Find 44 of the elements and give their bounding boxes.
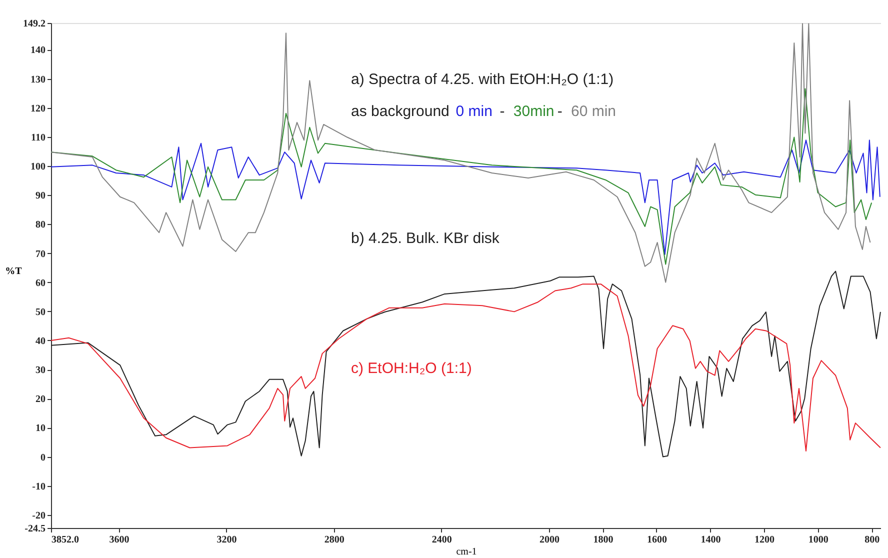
x-tick-label: 1800	[593, 534, 614, 546]
series-label: c) EtOH:H₂O (1:1)	[351, 360, 472, 377]
y-tick-label: 90	[36, 190, 46, 202]
y-tick-label: -10	[32, 481, 46, 492]
x-tick-label: 2400	[432, 534, 452, 546]
line-series	[50, 23, 871, 283]
x-tick-label: 1000	[808, 534, 828, 546]
x-tick-label: 3200	[216, 534, 237, 546]
text: 0 min	[456, 103, 492, 120]
y-tick-label: 20	[36, 394, 46, 406]
y-tick-label: 80	[36, 220, 46, 231]
text: b) 4.25. Bulk. KBr disk	[351, 230, 500, 247]
annotation: as background	[351, 103, 450, 120]
y-tick-label: 130	[30, 74, 46, 86]
y-tick-label: 100	[30, 162, 46, 173]
x-tick-label: 2800	[324, 534, 344, 546]
annotation: -	[500, 103, 505, 120]
annotation: -	[557, 103, 562, 120]
y-tick-label: 70	[36, 248, 46, 260]
x-tick-label: 1200	[754, 534, 775, 546]
x-tick-label: 800	[864, 534, 880, 546]
text: 30min	[513, 103, 554, 120]
x-tick-label: 3600	[109, 534, 130, 546]
y-tick-label: 40	[36, 336, 46, 347]
y-axis-title: %T	[5, 266, 22, 277]
x-tick-label: 1600	[646, 534, 667, 546]
x-tick-label: 1400	[700, 534, 721, 546]
y-tick-label: 149.2	[23, 18, 46, 30]
x-axis-title: cm-1	[456, 546, 477, 558]
x-tick-label: 3852.0	[52, 534, 79, 546]
line-series	[50, 140, 880, 255]
y-tick-label: 50	[36, 306, 46, 318]
y-tick-label: -20	[32, 510, 46, 522]
text: 60 min	[571, 103, 616, 120]
y-tick-label: 30	[36, 365, 46, 376]
y-tick-label: 60	[36, 278, 46, 289]
y-tick-label: 120	[30, 103, 46, 114]
y-tick-label: 110	[31, 132, 46, 144]
y-tick-label: 0	[40, 452, 46, 464]
x-tick-label: 2000	[539, 534, 560, 546]
y-tick-label: 140	[30, 45, 46, 56]
y-tick-label: 10	[36, 423, 46, 434]
y-tick-label: -24.5	[24, 524, 46, 534]
annotation: a) Spectra of 4.25. with EtOH:H₂O (1:1)	[351, 71, 614, 88]
